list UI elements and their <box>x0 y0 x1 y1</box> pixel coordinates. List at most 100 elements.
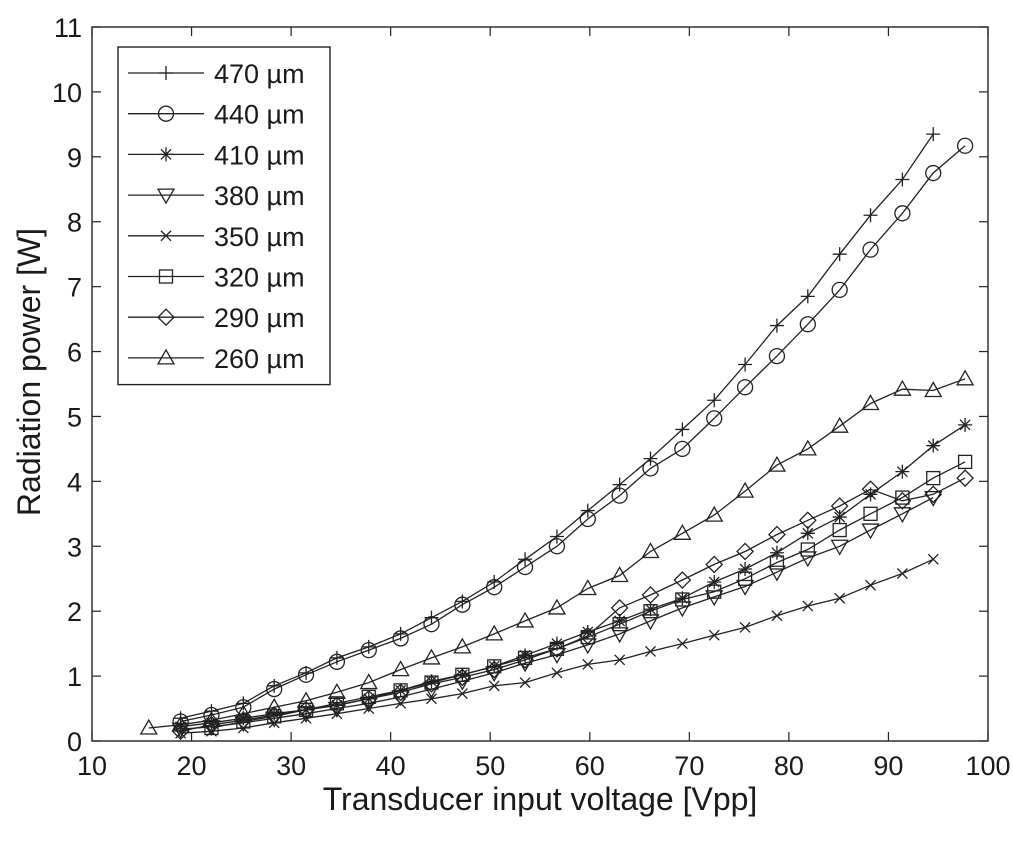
data-point <box>674 440 691 458</box>
legend-entry: 260 µm <box>128 344 305 374</box>
data-point <box>516 558 534 576</box>
data-point <box>327 683 347 699</box>
legend-marker <box>159 66 173 80</box>
data-point <box>893 507 912 524</box>
legend-label: 410 µm <box>214 140 305 170</box>
axes-layer: 10 20 30 40 50 60 70 80 90 100 0 1 2 3 4 5 6 7 8 9 10 11 <box>52 13 1011 781</box>
data-point <box>296 691 316 708</box>
data-point <box>485 660 504 679</box>
data-point <box>798 551 817 568</box>
data-point <box>518 648 533 663</box>
data-point <box>485 624 504 641</box>
plot-frame <box>91 26 989 742</box>
data-point <box>830 416 849 433</box>
data-point <box>707 393 722 408</box>
y-tick-label: 3 <box>67 532 82 562</box>
data-point <box>769 555 785 570</box>
data-point <box>768 347 786 365</box>
legend: 470 µm 440 µm 410 µm 380 µm 350 µm 320 µm 290 … <box>117 46 331 386</box>
data-point <box>769 318 784 333</box>
series-260-um <box>139 369 975 735</box>
data-point <box>705 555 724 574</box>
series-290-um <box>171 469 975 741</box>
data-point <box>735 579 755 596</box>
data-point <box>798 439 817 456</box>
legend-entry: 440 µm <box>128 100 305 130</box>
legend-marker <box>159 147 173 162</box>
data-point <box>832 522 847 538</box>
data-point <box>453 637 472 654</box>
data-point <box>202 710 221 727</box>
data-point <box>578 638 597 655</box>
data-point <box>578 626 597 645</box>
data-point <box>863 487 878 502</box>
x-tick-label: 70 <box>674 751 704 781</box>
series-line <box>211 461 966 729</box>
data-point <box>861 480 880 499</box>
data-point <box>926 470 941 486</box>
data-point <box>707 584 722 599</box>
x-tick-label: 50 <box>475 751 505 781</box>
data-point <box>516 650 534 669</box>
y-tick-label: 10 <box>52 78 82 108</box>
data-point <box>957 454 973 470</box>
data-point <box>645 645 657 657</box>
y-tick-label: 4 <box>67 467 82 497</box>
data-point <box>830 497 849 515</box>
data-point <box>551 667 563 679</box>
data-point <box>896 568 908 580</box>
legend-entry: 350 µm <box>128 222 305 252</box>
data-point <box>547 598 567 615</box>
series-layer <box>139 127 975 741</box>
data-point <box>422 674 441 693</box>
data-point <box>171 722 190 741</box>
data-point <box>738 561 753 576</box>
data-point <box>486 579 503 596</box>
data-point <box>611 487 628 504</box>
data-point <box>329 650 344 665</box>
data-point <box>862 241 879 258</box>
data-point <box>771 610 783 622</box>
data-point <box>519 677 531 689</box>
data-point <box>769 545 784 560</box>
data-point <box>423 616 440 633</box>
legend-entry: 320 µm <box>128 263 305 293</box>
data-point <box>171 715 190 732</box>
data-point <box>735 481 755 498</box>
data-point <box>924 485 943 504</box>
legend-label: 350 µm <box>214 222 305 252</box>
legend-marker <box>160 230 172 242</box>
data-point <box>927 553 939 565</box>
data-point <box>895 464 910 479</box>
data-point <box>832 510 847 525</box>
legend-box <box>117 46 331 386</box>
data-point <box>926 127 941 142</box>
data-point <box>956 469 975 488</box>
series-line <box>180 424 966 728</box>
data-point <box>266 680 283 698</box>
data-point <box>863 506 878 521</box>
data-point <box>708 629 720 641</box>
data-point <box>204 720 219 736</box>
data-point <box>582 658 594 670</box>
data-point <box>610 627 629 644</box>
y-tick-label: 11 <box>54 13 82 43</box>
data-point <box>236 711 251 726</box>
series-410-um <box>173 417 973 734</box>
legend-marker <box>158 269 174 284</box>
data-point <box>548 639 566 658</box>
data-point <box>798 511 817 530</box>
data-point <box>265 697 284 714</box>
data-point <box>454 596 471 613</box>
x-tick-label: 100 <box>965 751 1010 781</box>
data-point <box>456 688 468 700</box>
data-point <box>612 613 627 628</box>
legend-label: 440 µm <box>214 100 305 130</box>
legend-entry: 380 µm <box>128 181 305 211</box>
series-line <box>148 378 966 729</box>
data-point <box>736 379 754 396</box>
data-point <box>234 704 253 721</box>
data-point <box>424 674 439 689</box>
data-point <box>641 542 660 559</box>
